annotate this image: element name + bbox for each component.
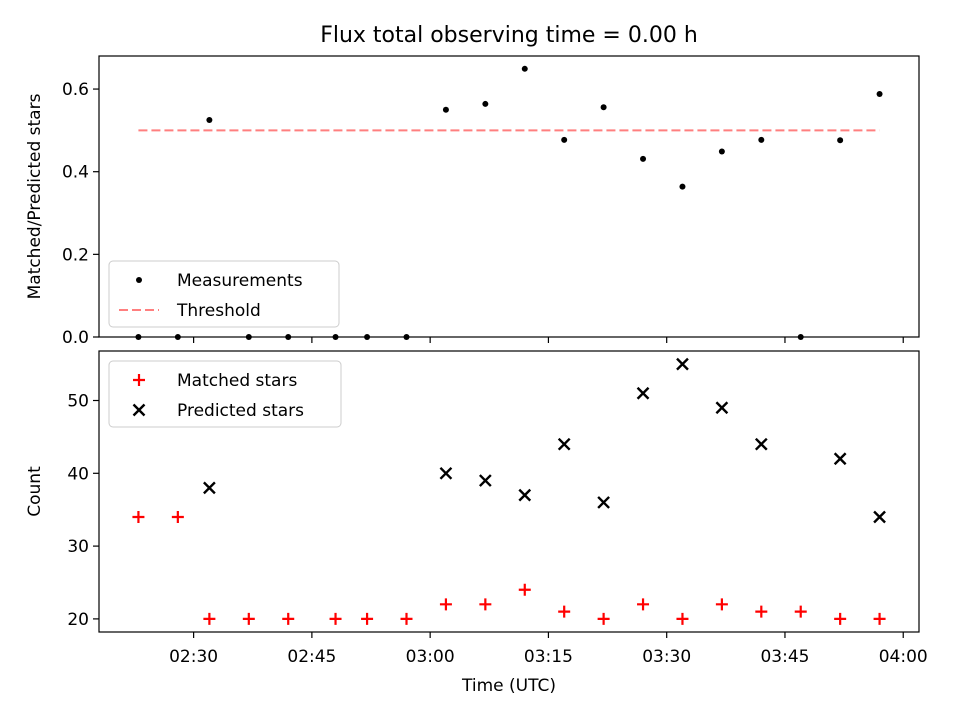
measurement-point: [245, 334, 252, 340]
matched-stars-point: [676, 612, 689, 625]
matched-stars-point: [597, 612, 610, 625]
matched-stars-point: [203, 612, 216, 625]
y-axis-label: Matched/Predicted stars: [25, 93, 45, 299]
matched-stars-point: [171, 510, 184, 523]
legend-box: [108, 260, 340, 328]
y-tick-label: 0.2: [62, 245, 89, 265]
predicted-stars-point: [597, 496, 610, 509]
measurement-point: [718, 148, 725, 155]
y-tick-label: 20: [67, 610, 89, 630]
measurement-point: [482, 100, 489, 107]
measurement-point: [442, 106, 449, 113]
measurement-point: [364, 334, 371, 340]
matched-stars-point: [282, 612, 295, 625]
measurement-point: [837, 137, 844, 144]
measurement-point: [135, 334, 142, 340]
legend-label: Threshold: [176, 301, 261, 321]
measurement-point: [521, 65, 528, 72]
plot-frame: [98, 350, 920, 633]
x-tick-label: 02:30: [169, 647, 218, 667]
predicted-stars-point: [715, 401, 729, 415]
matched-stars-point: [558, 605, 571, 618]
predicted-stars-point: [203, 481, 216, 495]
x-tick-label: 02:45: [287, 647, 336, 667]
y-tick-label: 40: [67, 464, 89, 484]
measurement-point: [797, 334, 804, 340]
x-tick-label: 03:30: [642, 647, 691, 667]
y-tick-label: 0.4: [62, 163, 89, 183]
measurement-point: [679, 183, 686, 190]
y-axis-label: Count: [25, 466, 45, 517]
measurement-point: [758, 136, 765, 143]
predicted-stars-point: [833, 452, 847, 466]
predicted-stars-point: [754, 437, 768, 451]
predicted-stars-point: [439, 466, 453, 480]
x-axis-label: Time (UTC): [461, 676, 556, 696]
legend-box: [108, 360, 342, 428]
predicted-stars-point: [873, 510, 886, 524]
legend-measurement-swatch: [136, 277, 142, 283]
matched-stars-point: [400, 612, 413, 625]
x-tick-label: 04:00: [879, 647, 928, 667]
y-tick-label: 30: [67, 537, 89, 557]
matched-stars-point: [479, 598, 492, 611]
legend-label: Matched stars: [177, 371, 297, 391]
legend-matched-swatch: [133, 374, 145, 386]
chart-title: Flux total observing time = 0.00 h: [320, 23, 698, 48]
matched-stars-point: [242, 612, 255, 625]
predicted-stars-point: [636, 386, 650, 400]
predicted-stars-point: [478, 474, 492, 487]
count-panel: 20 30 40 50 02:30 02:45 03:00 03:15 03:30 03:45 04…: [25, 350, 928, 667]
y-tick-label: 50: [67, 392, 89, 412]
measurement-point: [332, 334, 339, 340]
matched-stars-point: [873, 612, 886, 625]
x-tick-label: 03:15: [524, 647, 573, 667]
matched-stars-point: [439, 598, 452, 611]
measurement-point: [876, 91, 883, 98]
legend-predicted-swatch: [132, 403, 146, 417]
matched-stars-point: [518, 583, 531, 596]
matched-stars-point: [715, 598, 728, 611]
y-tick-label: 0.6: [62, 80, 89, 100]
x-tick-label: 03:45: [760, 647, 809, 667]
measurement-point: [600, 104, 607, 111]
predicted-stars-point: [557, 437, 571, 451]
y-tick-label: 0.0: [62, 328, 89, 348]
matched-stars-point: [132, 510, 145, 523]
predicted-stars-point: [518, 488, 532, 502]
matched-stars-point: [329, 612, 342, 625]
predicted-stars-point: [676, 357, 689, 371]
matched-stars-point: [637, 598, 650, 611]
ratio-panel: 0.0 0.2 0.4 0.6 Matched/Predicted stars Measu…: [25, 55, 920, 348]
matched-stars-point: [834, 612, 847, 625]
matched-stars-point: [361, 612, 374, 625]
legend-label: Predicted stars: [177, 401, 304, 421]
x-tick-label: 03:00: [406, 647, 455, 667]
measurement-point: [285, 334, 292, 340]
measurement-point: [561, 136, 568, 143]
measurement-point: [174, 334, 181, 340]
matched-stars-point: [794, 605, 807, 618]
measurement-point: [640, 155, 647, 162]
measurement-point: [403, 334, 410, 340]
measurement-point: [206, 117, 213, 124]
plot-frame: [98, 55, 920, 338]
legend-label: Measurements: [177, 271, 303, 291]
matched-stars-point: [755, 605, 768, 618]
